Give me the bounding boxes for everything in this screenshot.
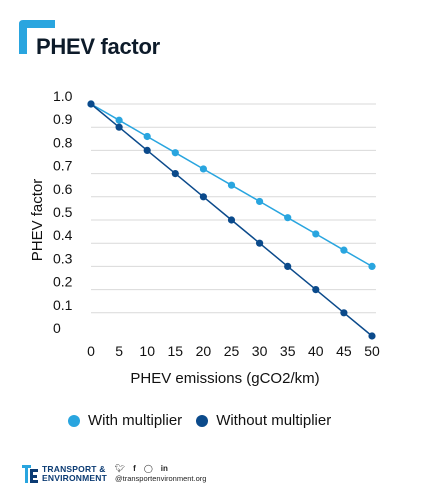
y-axis-label: PHEV factor (29, 179, 46, 262)
y-tick-label: 0.2 (53, 274, 73, 290)
data-point-with-multiplier (115, 116, 123, 124)
x-tick-label: 10 (139, 343, 155, 359)
x-tick-label: 50 (364, 343, 380, 359)
data-point-without-multiplier (115, 123, 123, 131)
data-point-without-multiplier (256, 239, 264, 247)
legend-item-with-multiplier: With multiplier (68, 412, 182, 429)
legend-label: With multiplier (88, 412, 183, 429)
social-links: 🐦︎ f ◯ in @transportenvironment.org (115, 464, 206, 484)
y-tick-label: 0.3 (53, 250, 73, 266)
x-tick-label: 30 (252, 343, 268, 359)
x-tick-label: 0 (87, 343, 95, 359)
x-tick-label: 25 (224, 343, 240, 359)
y-tick-label: 0.9 (53, 111, 73, 127)
data-point-with-multiplier (340, 246, 348, 254)
x-tick-label: 5 (115, 343, 123, 359)
y-tick-label: 0.1 (53, 297, 73, 313)
y-tick-label: 0.7 (53, 158, 73, 174)
legend-dot-icon (68, 414, 80, 427)
data-point-without-multiplier (284, 262, 292, 270)
y-tick-label: 0 (53, 320, 61, 336)
x-tick-label: 15 (168, 343, 184, 359)
data-point-with-multiplier (171, 149, 179, 157)
x-tick-label: 20 (196, 343, 212, 359)
chart-legend: With multiplier Without multiplier (68, 412, 345, 429)
instagram-icon[interactable]: ◯ (143, 464, 153, 473)
data-point-without-multiplier (171, 170, 179, 178)
data-point-with-multiplier (256, 197, 264, 206)
facebook-icon[interactable]: f (133, 464, 136, 473)
data-point-with-multiplier (312, 230, 320, 238)
data-point-with-multiplier (368, 262, 376, 270)
logo-line-1: TRANSPORT & (42, 464, 106, 474)
linkedin-icon[interactable]: in (160, 464, 168, 473)
y-tick-label: 0.4 (53, 227, 73, 243)
te-logo-icon (22, 465, 38, 483)
legend-item-without-multiplier: Without multiplier (196, 412, 331, 429)
data-point-without-multiplier (227, 216, 236, 224)
social-handle: @transportenvironment.org (115, 474, 207, 483)
twitter-icon[interactable]: 🐦︎ (115, 464, 126, 473)
data-point-with-multiplier (227, 181, 236, 189)
logo-line-2: ENVIRONMENT (42, 473, 108, 483)
y-tick-label: 1.0 (53, 88, 73, 104)
data-point-without-multiplier (340, 309, 348, 317)
y-tick-label: 0.6 (53, 181, 73, 197)
y-tick-label: 0.8 (53, 134, 73, 150)
x-axis-label: PHEV emissions (gCO2/km) (130, 370, 319, 387)
x-tick-label: 40 (308, 343, 324, 359)
x-tick-label: 45 (336, 343, 352, 359)
x-tick-label: 35 (280, 343, 296, 359)
legend-label: Without multiplier (216, 412, 332, 429)
page-title: PHEV factor (36, 34, 160, 59)
data-point-with-multiplier (199, 165, 207, 173)
data-point-without-multiplier (199, 193, 207, 201)
accent-corner-mark (19, 20, 55, 54)
data-point-without-multiplier (143, 146, 151, 154)
data-point-without-multiplier (312, 286, 320, 294)
y-tick-label: 0.5 (53, 204, 73, 220)
data-point-without-multiplier (87, 100, 95, 108)
footer: TRANSPORT & ENVIRONMENT 🐦︎ f ◯ in @trans… (22, 463, 206, 485)
legend-dot-icon (196, 414, 209, 427)
data-point-with-multiplier (284, 214, 292, 222)
data-point-with-multiplier (143, 132, 151, 141)
data-point-without-multiplier (368, 332, 376, 340)
brand-logo: TRANSPORT & ENVIRONMENT (22, 465, 107, 483)
